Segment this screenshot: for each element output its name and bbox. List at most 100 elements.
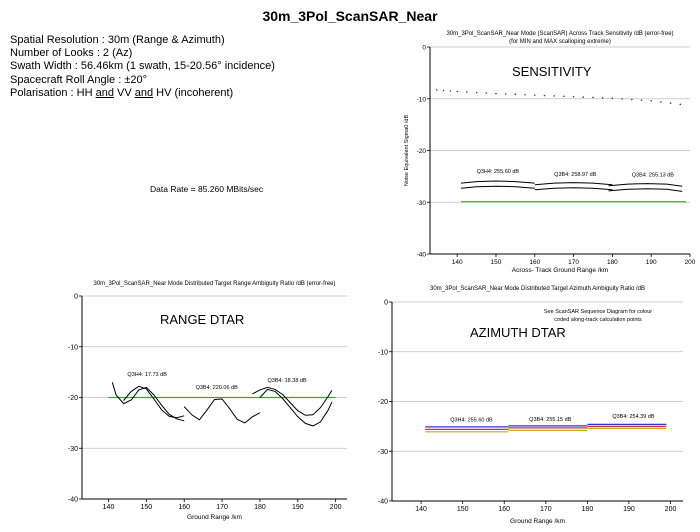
series-curve-line [111, 382, 185, 422]
y-axis-label: Noise Equivalent Sigma0 /dB [404, 115, 410, 187]
qdbm-annotation: Q3H4: 255.60 dB [477, 169, 520, 175]
param-roll-angle: Spacecraft Roll Angle : ±20° [10, 73, 148, 86]
sensitivity-dot [621, 98, 623, 100]
y-tick-label: -40 [417, 252, 427, 259]
qdbm-annotation: Q3B4: 254.39 dB [612, 414, 655, 420]
x-tick-label: 200 [330, 504, 342, 511]
x-tick-label: 170 [540, 506, 552, 513]
x-tick-label: 190 [623, 506, 635, 513]
qdbm-annotation: Q3H4: 255.60 dB [450, 417, 493, 423]
series-curve-line [183, 398, 261, 424]
sensitivity-dot [601, 97, 604, 99]
y-tick-label: -10 [417, 96, 427, 103]
sensitivity-dot [435, 89, 438, 91]
x-tick-label: 180 [607, 259, 618, 266]
param-polarisation: Polarisation : HH and VV and HV (incoher… [10, 87, 275, 100]
y-tick-label: -30 [417, 200, 427, 207]
x-tick-label: 150 [457, 506, 469, 513]
sensitivity-dot [485, 92, 488, 94]
overlay-label: AZIMUTH DTAR [470, 325, 566, 340]
series-band-line [460, 185, 535, 189]
sensitivity-dot [630, 98, 633, 101]
sensitivity-dot [475, 91, 478, 94]
overlay-label: SENSITIVITY [512, 64, 592, 79]
x-tick-label: 150 [141, 504, 153, 511]
sensitivity-dot [524, 93, 526, 96]
sensitivity-dot [669, 102, 672, 104]
x-tick-label: 180 [254, 504, 266, 511]
x-axis-label: Ground Range /km [187, 514, 242, 521]
y-tick-label: -20 [68, 395, 78, 402]
y-tick-label: -20 [417, 148, 427, 155]
x-tick-label: 140 [452, 259, 463, 266]
y-tick-label: -40 [378, 499, 388, 506]
y-tick-label: -30 [68, 446, 78, 453]
series-band-line [460, 180, 535, 184]
qdbm-annotation: Q3B4: 255.15 dB [529, 417, 572, 423]
x-tick-label: 160 [178, 504, 190, 511]
series-band-line [608, 183, 683, 187]
chart-subtitle: (for MIN and MAX scalloping extreme) [509, 39, 611, 45]
sensitivity-dot [582, 96, 585, 98]
x-axis-label: Across- Track Ground Range /km [512, 267, 608, 274]
overlay-label: RANGE DTAR [160, 312, 244, 327]
x-tick-label: 140 [415, 506, 427, 513]
y-tick-label: -40 [68, 497, 78, 504]
sensitivity-dot [442, 89, 445, 92]
y-tick-label: 0 [384, 300, 388, 307]
polarisation-mid: VV [113, 86, 135, 99]
y-tick-label: -10 [378, 349, 388, 356]
sensitivity-dot [514, 93, 517, 96]
page-title: 30m_3Pol_ScanSAR_Near [262, 8, 438, 24]
x-tick-label: 190 [646, 259, 657, 266]
polarisation-and-1: and [95, 86, 114, 99]
qdbm-annotation: Q3B4: 220.06 dB [196, 385, 239, 391]
y-tick-label: -30 [378, 449, 388, 456]
x-tick-label: 140 [103, 504, 115, 511]
chart-note: coded along-track calculation points [554, 317, 642, 323]
sensitivity-dot [563, 95, 565, 98]
polarisation-prefix: Polarisation : HH [10, 86, 96, 99]
y-tick-label: 0 [422, 45, 426, 52]
y-tick-label: 0 [74, 294, 78, 301]
sensitivity-dot [466, 91, 468, 93]
param-spatial-resolution: Spatial Resolution : 30m (Range & Azimut… [10, 34, 225, 46]
sensitivity-dot [429, 88, 431, 91]
qdbm-annotation: Q3B4: 18.38 dB [268, 378, 307, 384]
series-band-line [534, 187, 613, 191]
x-tick-label: 160 [529, 259, 540, 266]
sensitivity-dot [592, 96, 594, 99]
sensitivity-dot [650, 100, 652, 102]
sensitivity-dot [495, 92, 497, 95]
x-tick-label: 170 [216, 504, 228, 511]
x-tick-label: 160 [498, 506, 510, 513]
polarisation-suffix: HV (incoherent) [153, 86, 234, 99]
sensitivity-dot [640, 99, 643, 101]
sensitivity-dot [553, 95, 555, 97]
chart-title: 30m_3Pol_ScanSAR_Near Mode Distributed T… [93, 281, 335, 287]
y-tick-label: -10 [68, 344, 78, 351]
x-tick-label: 200 [665, 506, 677, 513]
y-tick-label: -20 [378, 399, 388, 406]
qdbm-annotation: Q3H4: 17.73 dB [127, 372, 167, 378]
param-swath-width: Swath Width : 56.46km (1 swath, 15-20.56… [10, 60, 275, 73]
series-curve-line [259, 388, 333, 427]
qdbm-annotation: Q3B4: 255.13 dB [632, 172, 675, 178]
x-axis-label: Ground Range /km [510, 518, 565, 525]
x-tick-label: 200 [685, 259, 696, 266]
x-tick-label: 190 [292, 504, 304, 511]
sensitivity-dot [679, 103, 682, 106]
series-curve-line [123, 385, 185, 419]
x-tick-label: 170 [568, 259, 579, 266]
x-tick-label: 150 [491, 259, 502, 266]
series-band-line [608, 188, 683, 192]
series-curve-line [252, 386, 333, 416]
chart-note: See ScanSAR Sequence Diagram for colour [544, 309, 652, 315]
chart-title: 30m_3Pol_ScanSAR_Near Mode Distributed T… [430, 286, 645, 292]
qdbm-annotation: Q3B4: 258.97 dB [554, 172, 597, 178]
data-rate: Data Rate = 85.260 MBits/sec [150, 184, 264, 194]
param-number-of-looks: Number of Looks : 2 (Az) [10, 47, 133, 60]
